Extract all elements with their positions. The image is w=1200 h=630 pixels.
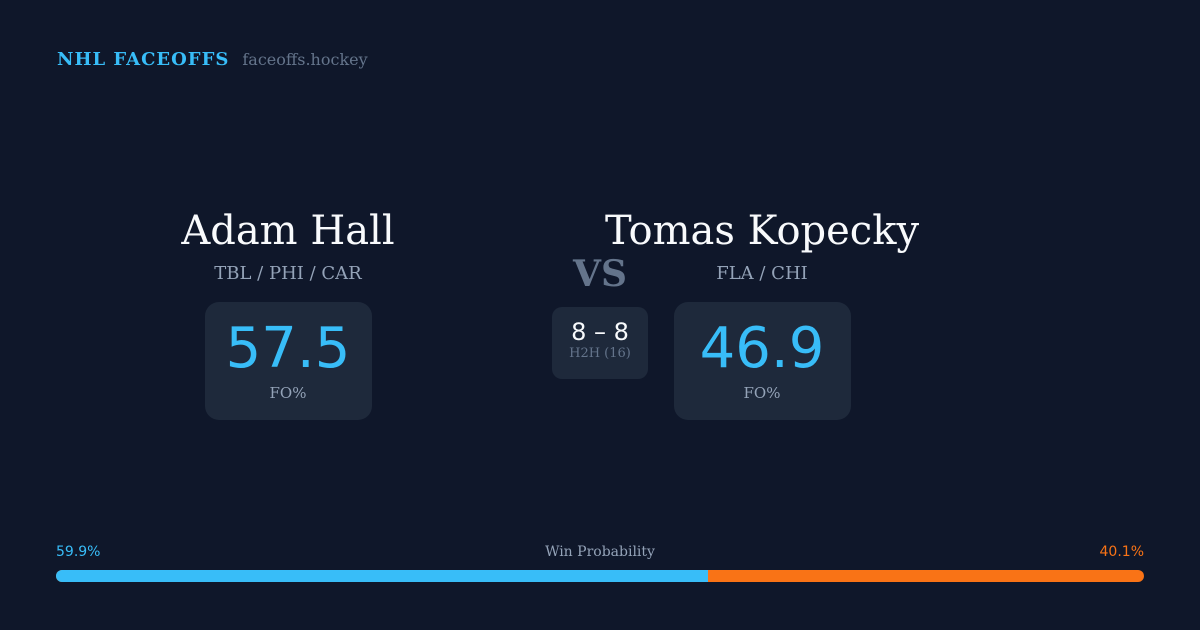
player-1: Adam Hall TBL / PHI / CAR 57.5 FO%: [78, 205, 498, 420]
h2h-record: 8 – 8: [571, 318, 629, 346]
player-2-name: Tomas Kopecky: [604, 208, 920, 254]
player-1-name: Adam Hall: [181, 208, 395, 254]
player-2: Tomas Kopecky FLA / CHI 46.9 FO%: [552, 205, 972, 420]
player-1-fo-label: FO%: [269, 384, 307, 402]
player-1-fo-card: 57.5 FO%: [204, 302, 372, 420]
win-prob-left: 59.9%: [56, 544, 101, 560]
win-prob-right: 40.1%: [1099, 544, 1144, 560]
h2h-label: H2H (16): [569, 346, 631, 361]
player-2-fo-card: 46.9 FO%: [673, 302, 851, 420]
brand-name: NHL FACEOFFS: [57, 49, 230, 70]
vs-label: VS: [573, 253, 627, 295]
win-probability: 59.9% Win Probability 40.1%: [56, 544, 1144, 582]
player-1-teams: TBL / PHI / CAR: [214, 263, 362, 284]
brand: NHL FACEOFFS faceoffs.hockey: [57, 49, 368, 70]
player-2-fo-value: 46.9: [699, 316, 825, 381]
win-prob-label: Win Probability: [545, 544, 655, 560]
brand-url: faceoffs.hockey: [242, 50, 368, 69]
h2h-card: 8 – 8 H2H (16): [552, 307, 648, 379]
win-prob-bar: [56, 570, 1144, 582]
win-prob-bar-fill: [56, 570, 708, 582]
player-2-teams: FLA / CHI: [716, 263, 808, 284]
player-2-fo-label: FO%: [743, 384, 781, 402]
player-1-fo-value: 57.5: [225, 316, 351, 381]
